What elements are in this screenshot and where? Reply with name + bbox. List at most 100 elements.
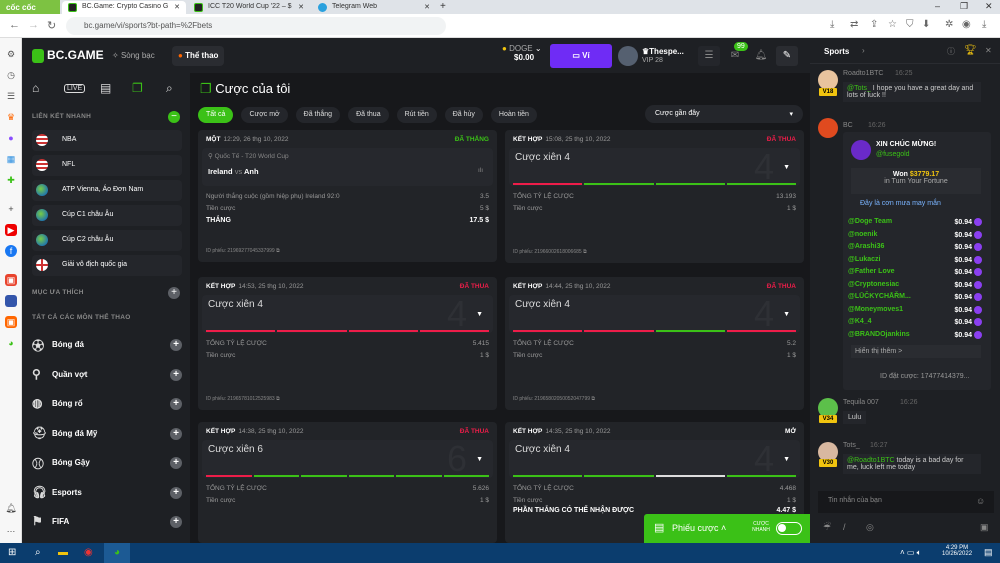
bcgame-logo[interactable]: BC.GAME <box>32 48 104 63</box>
username[interactable]: ♛Thespe... <box>642 47 684 56</box>
chat-room-title[interactable]: Sports <box>824 47 850 56</box>
shop-icon[interactable]: ▣ <box>5 274 17 286</box>
star-icon[interactable]: ☆ <box>888 19 897 30</box>
forward-icon[interactable]: → <box>28 19 39 31</box>
show-more-button[interactable]: Hiển thị thêm > <box>851 345 981 358</box>
chat-username[interactable]: Tots_ <box>843 442 860 449</box>
translate-icon[interactable]: ⇄ <box>850 19 859 30</box>
command-icon[interactable]: / <box>843 522 846 532</box>
minimize-button[interactable]: – <box>935 1 941 11</box>
quick-bet-toggle[interactable] <box>776 522 802 535</box>
sport-qu-n-v-t[interactable]: ⚲ Quần vợt + <box>32 365 182 385</box>
bet-card-combo[interactable]: KẾT HỢP 14:38, 25 thg 10, 2022 ĐÃ THUA Cược… <box>198 422 497 543</box>
emoji-icon[interactable]: ☺ <box>976 496 986 506</box>
crown-icon[interactable]: ♛ <box>6 112 16 122</box>
recipient-name[interactable]: @Cryptonesiac <box>848 280 900 288</box>
filter-tab-0[interactable]: Tất cả <box>198 107 234 123</box>
tab-icc[interactable]: ICC T20 World Cup '22 – $50 ✕ <box>188 1 310 14</box>
recipient-name[interactable]: @Lukaczi <box>848 255 881 263</box>
menu-icon[interactable]: ☰ <box>698 46 720 66</box>
settings-icon[interactable]: ⚙ <box>6 49 16 59</box>
chrome-icon[interactable]: ◉ <box>84 547 93 558</box>
parlay-summary[interactable]: Cược xiên 4 4 ▼ <box>509 293 800 334</box>
avatar[interactable] <box>618 46 638 66</box>
calendar-icon[interactable]: ▤ <box>100 81 112 95</box>
quick-link-atp-vienna-o-n-nam[interactable]: ATP Vienna, Áo Đơn Nam <box>32 180 182 201</box>
filter-tab-2[interactable]: Đã thắng <box>295 107 341 123</box>
shopee-icon[interactable]: ▣ <box>5 316 17 328</box>
reload-icon[interactable]: ↻ <box>47 20 57 32</box>
info-icon[interactable]: ⓘ <box>947 47 955 56</box>
mention[interactable]: @Roadto1BTC <box>847 457 895 464</box>
coccoc-taskbar-icon[interactable]: ◕ <box>104 543 130 563</box>
nav-casino[interactable]: ✧ Sòng bạc <box>112 51 155 60</box>
clock[interactable]: 4:29 PM 10/26/2022 <box>942 545 972 557</box>
expand-sport-button[interactable]: + <box>170 516 182 528</box>
app-icon[interactable]: ▦ <box>6 154 16 164</box>
recipient-name[interactable]: @Father Love <box>848 268 895 275</box>
chevron-down-icon[interactable]: ▼ <box>783 311 790 318</box>
sport-b-ng-g-y[interactable]: ⚾︎ Bóng Gậy + <box>32 453 182 473</box>
chat-toggle-icon[interactable]: ✎ <box>776 46 798 66</box>
recipient-name[interactable]: @BRANDOjankins <box>848 330 910 338</box>
expand-sport-button[interactable]: + <box>170 486 182 499</box>
notification-icon[interactable]: 🔔︎ <box>5 503 17 513</box>
window-close-button[interactable]: ✕ <box>985 1 993 11</box>
betslip-button[interactable]: ▤ Phiếu cược ˄ CƯỢC NHANH <box>644 514 810 543</box>
tab-telegram[interactable]: Telegram Web ✕ <box>312 1 436 14</box>
bet-card-combo[interactable]: KẾT HỢP 14:53, 25 thg 10, 2022 ĐÃ THUA Cược… <box>198 277 497 410</box>
youtube-icon[interactable]: ▶ <box>5 224 17 236</box>
tip-icon[interactable]: ◎ <box>866 522 874 532</box>
facebook-icon[interactable]: f <box>5 245 17 257</box>
profile-icon[interactable]: ◉ <box>962 19 971 30</box>
share-icon[interactable]: ⇪ <box>870 19 879 30</box>
download-page-icon[interactable]: ⤓ <box>830 19 835 30</box>
bet-card-combo[interactable]: KẾT HỢP 14:44, 25 thg 10, 2022 ĐÃ THUA Cược… <box>505 277 804 410</box>
filter-tab-5[interactable]: Đã hủy <box>444 107 483 123</box>
parlay-summary[interactable]: Cược xiên 4 4 ▼ <box>509 438 800 479</box>
extension-download-icon[interactable]: ⬇ <box>922 19 931 30</box>
bet-id-link[interactable]: ID đặt cược: 17477414379... <box>880 373 970 380</box>
bet-card-single[interactable]: MỘT 12:29, 26 thg 10, 2022 ĐÃ THẮNG ⚲ Quố… <box>198 130 497 262</box>
expand-sport-button[interactable]: + <box>170 368 182 381</box>
action-center-icon[interactable]: ▤ <box>984 547 993 557</box>
winner-name[interactable]: @fusegold <box>876 151 910 158</box>
avatar[interactable] <box>818 70 838 90</box>
recipient-name[interactable]: @K4_4 <box>848 318 872 325</box>
home-icon[interactable]: ⌂ <box>32 81 40 95</box>
sport-b-ng-r-[interactable]: ◍ Bóng rổ + <box>32 394 182 414</box>
downloads-icon[interactable]: ⤓ <box>982 19 987 30</box>
ticket-id[interactable]: ID phiếu: 21966002618006685 ⧉ <box>513 249 587 255</box>
history-icon[interactable]: ◷ <box>7 70 15 80</box>
coccoc-icon[interactable]: ◕ <box>8 338 14 348</box>
chat-username[interactable]: BC <box>843 122 853 129</box>
search-icon[interactable]: ⌕ <box>166 81 173 95</box>
expand-sport-button[interactable]: + <box>170 427 182 440</box>
avatar[interactable] <box>818 398 838 418</box>
shield-icon[interactable]: ⛉ <box>906 19 914 30</box>
browser-logo[interactable]: cốc cốc <box>0 0 60 14</box>
close-icon[interactable]: ✕ <box>174 4 180 11</box>
sport-fifa[interactable]: ⚑ FIFA + <box>32 512 182 532</box>
quick-link-gi-i-v-ch-qu-c-gia[interactable]: Giải vô địch quốc gia <box>32 255 182 276</box>
recipient-name[interactable]: @Moneymoves1 <box>848 305 904 313</box>
wallet-button[interactable]: ▭ Ví <box>550 44 612 68</box>
expand-sport-button[interactable]: + <box>170 398 182 410</box>
url-input[interactable]: bc.game/vi/sports?bt-path=%2Fbets <box>66 17 446 35</box>
filter-tab-4[interactable]: Rút tiền <box>396 107 437 123</box>
currency-selector[interactable]: ● DOGE ⌄ $0.00 <box>502 44 542 62</box>
close-icon[interactable]: ✕ <box>424 4 430 11</box>
my-bets-icon[interactable]: ❐ <box>132 81 143 95</box>
filter-tab-6[interactable]: Hoàn tiền <box>490 107 537 123</box>
coin-rain-icon[interactable]: ☔︎ <box>823 522 832 532</box>
sport-b-ng-m-[interactable]: ⛑︎ Bóng đá Mỹ + <box>32 424 182 444</box>
close-icon[interactable]: ✕ <box>298 4 304 11</box>
close-chat-icon[interactable]: ✕ <box>985 46 992 55</box>
search-icon[interactable]: ⌕ <box>35 547 41 558</box>
stats-icon[interactable]: ılı <box>477 167 483 174</box>
filter-tab-3[interactable]: Đã thua <box>348 107 389 123</box>
system-tray-icons[interactable]: ˄ ▭ 🔈︎ <box>900 548 922 557</box>
tab-bcgame[interactable]: BC.Game: Crypto Casino Gam ✕ <box>62 1 186 14</box>
new-tab-button[interactable]: + <box>440 1 446 12</box>
sort-select[interactable]: Cược gần đây ▾ <box>645 105 803 123</box>
